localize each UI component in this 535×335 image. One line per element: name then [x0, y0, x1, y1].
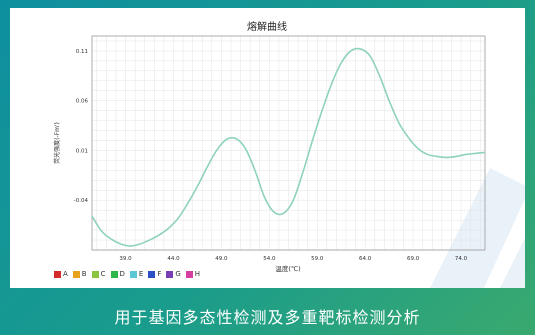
x-tick-label: 69.0	[407, 256, 420, 262]
chart-card: 熔解曲线 0.11 0.06 0.01 -0.04 39.0 44.0 49.0 54.0 5…	[10, 8, 525, 288]
y-tick-label: 0.11	[76, 49, 88, 55]
legend-swatch	[91, 270, 99, 278]
legend-item: G	[166, 270, 181, 278]
x-tick-label: 44.0	[167, 256, 180, 262]
x-tick-label: 64.0	[359, 256, 372, 262]
legend-swatch	[72, 270, 80, 278]
legend-item: D	[110, 270, 125, 278]
legend-item: C	[91, 270, 106, 278]
legend-label: B	[81, 270, 87, 278]
y-tick-label: 0.01	[76, 148, 88, 154]
legend-swatch	[166, 270, 174, 278]
legend-label: E	[138, 270, 144, 278]
y-tick-label: -0.04	[74, 198, 89, 204]
legend-item: H	[185, 270, 201, 278]
legend-label: F	[157, 270, 162, 278]
legend-swatch	[129, 270, 137, 278]
y-axis-ticks: 0.11 0.06 0.01 -0.04	[74, 49, 89, 204]
x-tick-label: 49.0	[215, 256, 228, 262]
legend-swatch	[54, 270, 61, 278]
caption-text: 用于基因多态性检测及多重靶标检测分析	[114, 307, 421, 327]
caption-bar: 用于基因多态性检测及多重靶标检测分析	[0, 296, 535, 335]
x-axis-label: 温度(℃)	[275, 264, 300, 273]
legend-label: G	[175, 270, 181, 278]
grid-lines	[92, 36, 485, 251]
legend-item: F	[148, 270, 161, 278]
legend-swatch	[148, 270, 156, 278]
x-tick-label: 39.0	[119, 256, 132, 262]
chart-title: 熔解曲线	[247, 20, 287, 33]
y-tick-label: 0.06	[76, 99, 89, 105]
y-axis-label: 荧光强度(-Fm')	[53, 122, 61, 164]
legend-item: E	[129, 270, 144, 278]
chart-legend: A B C D E F G H	[54, 270, 200, 278]
legend-swatch	[110, 270, 118, 278]
legend-label: D	[119, 270, 125, 278]
x-axis-ticks: 39.0 44.0 49.0 54.0 59.0 64.0 69.0 74.0	[119, 256, 467, 262]
legend-swatch	[185, 270, 193, 278]
legend-item: A	[54, 270, 68, 278]
legend-label: A	[63, 270, 68, 278]
plot-area-border	[91, 35, 486, 251]
melt-curve-chart: 熔解曲线 0.11 0.06 0.01 -0.04 39.0 44.0 49.0 54.0 5…	[53, 20, 486, 273]
x-tick-label: 59.0	[311, 256, 324, 262]
x-tick-label: 74.0	[455, 256, 468, 262]
series-line	[91, 47, 486, 247]
legend-label: C	[100, 270, 106, 278]
legend-item: B	[72, 270, 87, 278]
legend-label: H	[194, 270, 201, 278]
watermark-logo	[430, 168, 525, 288]
x-tick-label: 54.0	[263, 256, 276, 262]
